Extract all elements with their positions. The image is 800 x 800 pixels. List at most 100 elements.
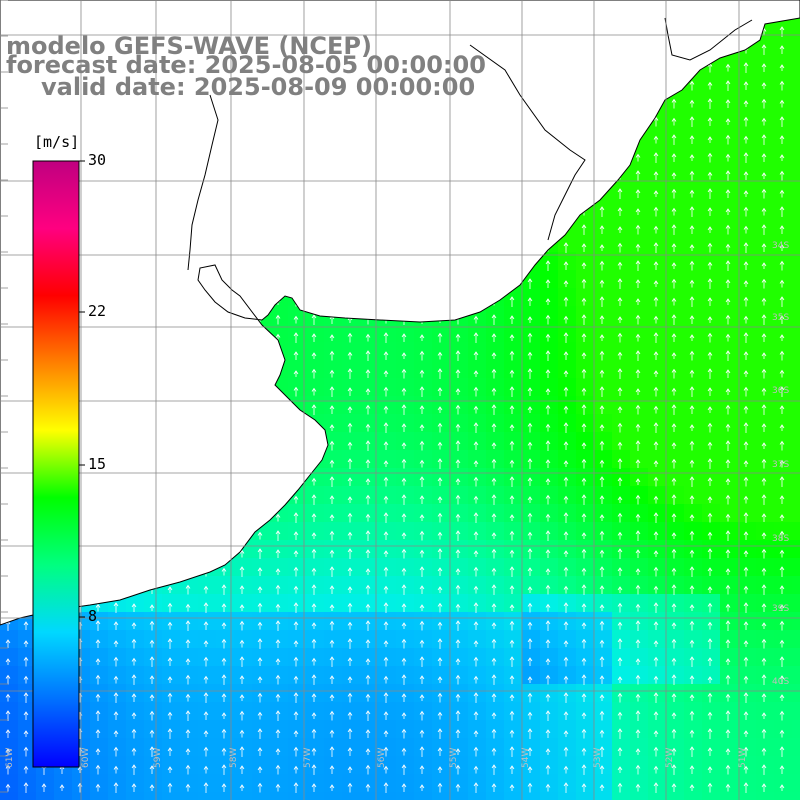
wind-arrow — [275, 658, 281, 665]
wind-arrow — [563, 261, 569, 270]
field-cell — [486, 450, 504, 468]
field-cell — [756, 270, 774, 288]
wind-arrow — [707, 676, 713, 683]
field-cell — [486, 540, 504, 558]
wind-arrow — [365, 693, 371, 702]
wind-arrow — [167, 676, 173, 683]
wind-arrow — [527, 332, 533, 343]
wind-arrow — [527, 692, 533, 703]
field-cell — [522, 756, 540, 774]
wind-arrow — [275, 513, 281, 522]
field-cell — [684, 540, 702, 558]
wind-arrow — [275, 549, 281, 558]
wind-arrow — [347, 766, 353, 773]
wind-arrow — [635, 658, 641, 665]
field-cell — [774, 18, 792, 36]
field-cell — [774, 558, 792, 576]
field-cell — [702, 540, 720, 558]
field-cell — [216, 630, 234, 648]
wind-arrow — [689, 170, 695, 181]
field-cell — [360, 738, 378, 756]
field-cell — [612, 252, 630, 270]
field-cell — [396, 486, 414, 504]
wind-arrow — [509, 296, 515, 307]
wind-arrow — [419, 746, 425, 757]
field-cell — [630, 612, 648, 630]
field-cell — [288, 756, 306, 774]
longitude-label: 60W — [81, 748, 91, 768]
wind-arrow — [779, 315, 785, 324]
field-cell — [684, 126, 702, 144]
wind-arrow — [437, 728, 443, 739]
field-cell — [342, 540, 360, 558]
wind-arrow — [455, 568, 461, 575]
wind-arrow — [383, 675, 389, 684]
field-cell — [792, 630, 800, 648]
field-cell — [540, 414, 558, 432]
wind-arrow — [761, 98, 767, 109]
field-cell — [792, 378, 800, 396]
wind-arrow — [707, 171, 713, 180]
field-cell — [522, 738, 540, 756]
field-cell — [0, 792, 18, 800]
wind-arrow — [545, 603, 551, 612]
wind-arrow — [635, 764, 641, 775]
field-cell — [630, 522, 648, 540]
wind-arrow — [347, 477, 353, 486]
field-cell — [774, 540, 792, 558]
field-cell — [666, 342, 684, 360]
wind-arrow — [635, 260, 641, 271]
field-cell — [216, 612, 234, 630]
field-cell — [756, 414, 774, 432]
field-cell — [360, 684, 378, 702]
wind-arrow — [743, 296, 749, 307]
field-cell — [522, 720, 540, 738]
wind-arrow — [761, 532, 767, 539]
field-cell — [396, 576, 414, 594]
field-cell — [216, 774, 234, 792]
field-cell — [756, 792, 774, 800]
field-cell — [306, 792, 324, 800]
field-cell — [792, 54, 800, 72]
wind-arrow — [257, 602, 263, 613]
wind-arrow — [95, 693, 101, 702]
field-cell — [738, 648, 756, 666]
wind-arrow — [113, 602, 119, 613]
wind-arrow — [257, 692, 263, 703]
wind-arrow — [653, 242, 659, 253]
wind-arrow — [347, 782, 353, 793]
wind-arrow — [563, 405, 569, 414]
wind-arrow — [707, 332, 713, 343]
field-cell — [540, 522, 558, 540]
wind-arrow — [131, 712, 137, 719]
field-cell — [432, 630, 450, 648]
wind-arrow — [761, 423, 767, 432]
field-cell — [396, 504, 414, 522]
field-cell — [468, 450, 486, 468]
field-cell — [666, 360, 684, 378]
wind-arrow — [761, 333, 767, 342]
wind-arrow — [347, 351, 353, 360]
field-cell — [288, 360, 306, 378]
field-cell — [792, 180, 800, 198]
wind-arrow — [653, 225, 659, 234]
wind-arrow — [401, 567, 407, 576]
wind-arrow — [725, 729, 731, 738]
field-cell — [288, 540, 306, 558]
field-cell — [738, 378, 756, 396]
field-cell — [720, 576, 738, 594]
wind-arrow — [671, 134, 677, 145]
wind-arrow — [581, 764, 587, 775]
field-cell — [324, 342, 342, 360]
wind-arrow — [599, 440, 605, 451]
field-cell — [576, 288, 594, 306]
field-cell — [702, 666, 720, 684]
wind-arrow — [401, 603, 407, 612]
wind-arrow — [491, 764, 497, 775]
wind-arrow — [527, 458, 533, 469]
field-cell — [180, 792, 198, 800]
wind-arrow — [545, 350, 551, 361]
wind-arrow — [635, 478, 641, 485]
wind-arrow — [563, 441, 569, 450]
field-cell — [540, 648, 558, 666]
